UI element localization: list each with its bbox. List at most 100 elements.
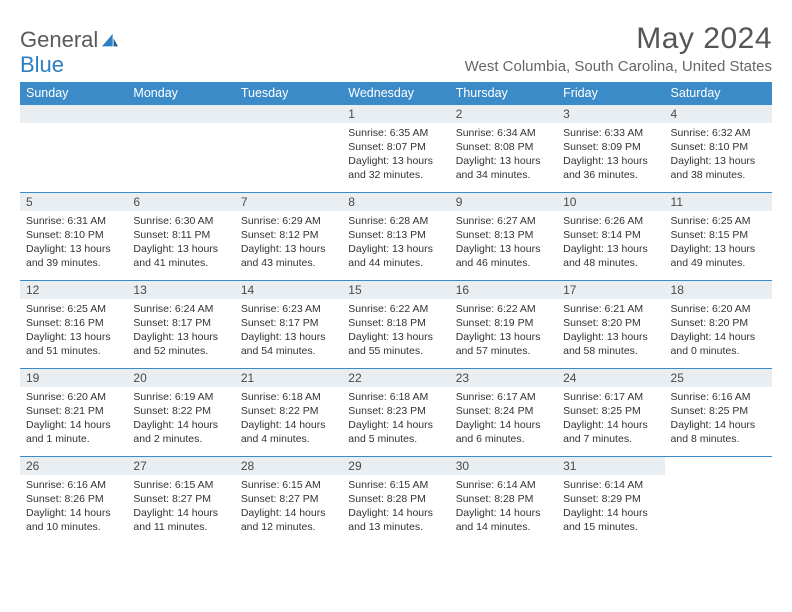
title-block: May 2024 West Columbia, South Carolina, … (465, 22, 772, 75)
empty-cell (665, 456, 772, 544)
day-number: 31 (557, 457, 664, 475)
day-info: Sunrise: 6:22 AMSunset: 8:18 PMDaylight:… (342, 299, 449, 363)
week-row: 26Sunrise: 6:16 AMSunset: 8:26 PMDayligh… (20, 456, 772, 544)
day-info: Sunrise: 6:30 AMSunset: 8:11 PMDaylight:… (127, 211, 234, 275)
sunrise-line: Sunrise: 6:35 AM (348, 126, 443, 140)
sunset-line: Sunset: 8:25 PM (671, 404, 766, 418)
day-info: Sunrise: 6:18 AMSunset: 8:23 PMDaylight:… (342, 387, 449, 451)
day-info: Sunrise: 6:35 AMSunset: 8:07 PMDaylight:… (342, 123, 449, 187)
day-info: Sunrise: 6:23 AMSunset: 8:17 PMDaylight:… (235, 299, 342, 363)
sunrise-line: Sunrise: 6:14 AM (456, 478, 551, 492)
day-cell: 26Sunrise: 6:16 AMSunset: 8:26 PMDayligh… (20, 456, 127, 544)
sunrise-line: Sunrise: 6:32 AM (671, 126, 766, 140)
sunrise-line: Sunrise: 6:19 AM (133, 390, 228, 404)
daylight-line: Daylight: 13 hours and 48 minutes. (563, 242, 658, 270)
sunset-line: Sunset: 8:27 PM (133, 492, 228, 506)
day-number: 23 (450, 369, 557, 387)
dow-fri: Friday (557, 82, 664, 105)
empty-daynum (20, 105, 127, 123)
sunrise-line: Sunrise: 6:15 AM (348, 478, 443, 492)
sunrise-line: Sunrise: 6:30 AM (133, 214, 228, 228)
day-info: Sunrise: 6:16 AMSunset: 8:26 PMDaylight:… (20, 475, 127, 539)
daylight-line: Daylight: 14 hours and 0 minutes. (671, 330, 766, 358)
day-info: Sunrise: 6:33 AMSunset: 8:09 PMDaylight:… (557, 123, 664, 187)
daylight-line: Daylight: 13 hours and 46 minutes. (456, 242, 551, 270)
day-info: Sunrise: 6:15 AMSunset: 8:28 PMDaylight:… (342, 475, 449, 539)
sunrise-line: Sunrise: 6:22 AM (456, 302, 551, 316)
day-info: Sunrise: 6:17 AMSunset: 8:25 PMDaylight:… (557, 387, 664, 451)
sunrise-line: Sunrise: 6:16 AM (671, 390, 766, 404)
daylight-line: Daylight: 14 hours and 13 minutes. (348, 506, 443, 534)
sunset-line: Sunset: 8:12 PM (241, 228, 336, 242)
brand-part2: Blue (20, 52, 64, 77)
daylight-line: Daylight: 14 hours and 11 minutes. (133, 506, 228, 534)
empty-cell (235, 104, 342, 192)
sunset-line: Sunset: 8:18 PM (348, 316, 443, 330)
sunset-line: Sunset: 8:15 PM (671, 228, 766, 242)
day-cell: 25Sunrise: 6:16 AMSunset: 8:25 PMDayligh… (665, 368, 772, 456)
day-number: 6 (127, 193, 234, 211)
sunrise-line: Sunrise: 6:18 AM (241, 390, 336, 404)
header: GeneralBlue May 2024 West Columbia, Sout… (20, 22, 772, 76)
day-number: 27 (127, 457, 234, 475)
sunset-line: Sunset: 8:17 PM (241, 316, 336, 330)
day-cell: 11Sunrise: 6:25 AMSunset: 8:15 PMDayligh… (665, 192, 772, 280)
day-info: Sunrise: 6:22 AMSunset: 8:19 PMDaylight:… (450, 299, 557, 363)
day-number: 24 (557, 369, 664, 387)
day-number: 26 (20, 457, 127, 475)
daylight-line: Daylight: 13 hours and 43 minutes. (241, 242, 336, 270)
day-number: 28 (235, 457, 342, 475)
sunrise-line: Sunrise: 6:31 AM (26, 214, 121, 228)
day-info: Sunrise: 6:26 AMSunset: 8:14 PMDaylight:… (557, 211, 664, 275)
daylight-line: Daylight: 13 hours and 41 minutes. (133, 242, 228, 270)
day-number: 17 (557, 281, 664, 299)
day-cell: 7Sunrise: 6:29 AMSunset: 8:12 PMDaylight… (235, 192, 342, 280)
month-title: May 2024 (465, 22, 772, 56)
daylight-line: Daylight: 13 hours and 32 minutes. (348, 154, 443, 182)
sunset-line: Sunset: 8:16 PM (26, 316, 121, 330)
sunset-line: Sunset: 8:10 PM (671, 140, 766, 154)
daylight-line: Daylight: 13 hours and 38 minutes. (671, 154, 766, 182)
day-number: 4 (665, 105, 772, 123)
sunset-line: Sunset: 8:28 PM (348, 492, 443, 506)
day-cell: 14Sunrise: 6:23 AMSunset: 8:17 PMDayligh… (235, 280, 342, 368)
brand-logo: GeneralBlue (20, 22, 119, 76)
day-number: 29 (342, 457, 449, 475)
day-number: 19 (20, 369, 127, 387)
dow-row: Sunday Monday Tuesday Wednesday Thursday… (20, 82, 772, 105)
dow-sun: Sunday (20, 82, 127, 105)
day-cell: 21Sunrise: 6:18 AMSunset: 8:22 PMDayligh… (235, 368, 342, 456)
day-number: 22 (342, 369, 449, 387)
sunset-line: Sunset: 8:25 PM (563, 404, 658, 418)
sunset-line: Sunset: 8:20 PM (671, 316, 766, 330)
dow-wed: Wednesday (342, 82, 449, 105)
day-cell: 30Sunrise: 6:14 AMSunset: 8:28 PMDayligh… (450, 456, 557, 544)
calendar-body: 1Sunrise: 6:35 AMSunset: 8:07 PMDaylight… (20, 104, 772, 544)
daylight-line: Daylight: 13 hours and 54 minutes. (241, 330, 336, 358)
day-cell: 9Sunrise: 6:27 AMSunset: 8:13 PMDaylight… (450, 192, 557, 280)
day-info: Sunrise: 6:21 AMSunset: 8:20 PMDaylight:… (557, 299, 664, 363)
empty-daynum (127, 105, 234, 123)
day-info: Sunrise: 6:24 AMSunset: 8:17 PMDaylight:… (127, 299, 234, 363)
sunrise-line: Sunrise: 6:17 AM (563, 390, 658, 404)
day-info: Sunrise: 6:14 AMSunset: 8:29 PMDaylight:… (557, 475, 664, 539)
daylight-line: Daylight: 13 hours and 49 minutes. (671, 242, 766, 270)
daylight-line: Daylight: 14 hours and 10 minutes. (26, 506, 121, 534)
day-info: Sunrise: 6:19 AMSunset: 8:22 PMDaylight:… (127, 387, 234, 451)
day-info: Sunrise: 6:25 AMSunset: 8:16 PMDaylight:… (20, 299, 127, 363)
day-number: 20 (127, 369, 234, 387)
day-number: 5 (20, 193, 127, 211)
day-info: Sunrise: 6:29 AMSunset: 8:12 PMDaylight:… (235, 211, 342, 275)
day-number: 13 (127, 281, 234, 299)
day-cell: 12Sunrise: 6:25 AMSunset: 8:16 PMDayligh… (20, 280, 127, 368)
week-row: 19Sunrise: 6:20 AMSunset: 8:21 PMDayligh… (20, 368, 772, 456)
sunrise-line: Sunrise: 6:18 AM (348, 390, 443, 404)
sunset-line: Sunset: 8:08 PM (456, 140, 551, 154)
week-row: 5Sunrise: 6:31 AMSunset: 8:10 PMDaylight… (20, 192, 772, 280)
day-cell: 2Sunrise: 6:34 AMSunset: 8:08 PMDaylight… (450, 104, 557, 192)
day-info: Sunrise: 6:17 AMSunset: 8:24 PMDaylight:… (450, 387, 557, 451)
dow-mon: Monday (127, 82, 234, 105)
sunset-line: Sunset: 8:11 PM (133, 228, 228, 242)
daylight-line: Daylight: 13 hours and 39 minutes. (26, 242, 121, 270)
day-info: Sunrise: 6:34 AMSunset: 8:08 PMDaylight:… (450, 123, 557, 187)
